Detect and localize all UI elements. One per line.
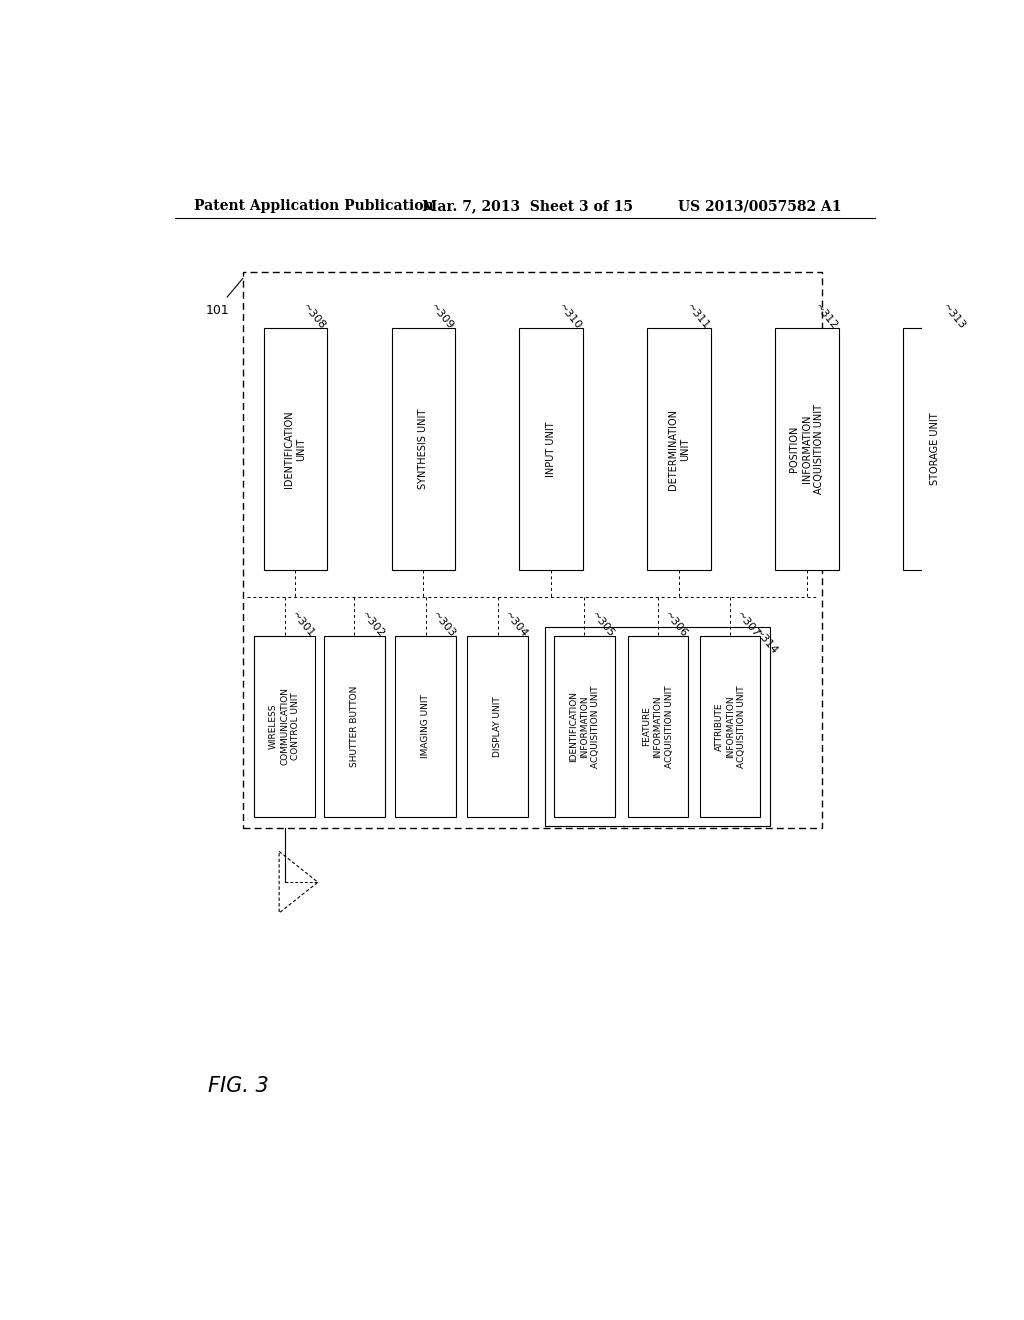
Text: ~301: ~301	[289, 610, 316, 640]
Text: IMAGING UNIT: IMAGING UNIT	[421, 694, 430, 758]
Text: SYNTHESIS UNIT: SYNTHESIS UNIT	[418, 409, 428, 490]
Bar	[903, 327, 967, 570]
Text: DETERMINATION
UNIT: DETERMINATION UNIT	[668, 409, 690, 490]
Text: 101: 101	[206, 305, 229, 317]
Bar	[700, 636, 761, 817]
Text: IDENTIFICATION
INFORMATION
ACQUISITION UNIT: IDENTIFICATION INFORMATION ACQUISITION U…	[569, 685, 600, 768]
Text: FIG. 3: FIG. 3	[208, 1076, 268, 1096]
Text: ~313: ~313	[940, 302, 968, 331]
Text: Mar. 7, 2013  Sheet 3 of 15: Mar. 7, 2013 Sheet 3 of 15	[423, 199, 634, 213]
Text: ATTRIBUTE
INFORMATION
ACQUISITION UNIT: ATTRIBUTE INFORMATION ACQUISITION UNIT	[715, 685, 745, 768]
Bar	[324, 636, 385, 817]
Text: ~314: ~314	[752, 627, 779, 657]
Text: ~308: ~308	[301, 302, 328, 331]
Text: ~309: ~309	[429, 302, 456, 331]
Bar	[628, 636, 688, 817]
Bar	[391, 327, 455, 570]
Text: ~310: ~310	[557, 302, 584, 331]
Bar	[647, 327, 711, 570]
Bar	[775, 327, 839, 570]
Text: US 2013/0057582 A1: US 2013/0057582 A1	[678, 199, 842, 213]
Bar	[254, 636, 314, 817]
Text: ~305: ~305	[589, 610, 616, 640]
Bar	[554, 636, 614, 817]
Text: Patent Application Publication: Patent Application Publication	[194, 199, 433, 213]
Bar	[395, 636, 456, 817]
Text: ~311: ~311	[684, 302, 712, 331]
Bar	[243, 272, 821, 829]
Bar	[519, 327, 583, 570]
Bar	[263, 327, 328, 570]
Text: IDENTIFICATION
UNIT: IDENTIFICATION UNIT	[285, 411, 306, 488]
Text: FEATURE
INFORMATION
ACQUISITION UNIT: FEATURE INFORMATION ACQUISITION UNIT	[642, 685, 674, 768]
Text: ~302: ~302	[359, 610, 386, 640]
Text: ~307: ~307	[735, 610, 762, 640]
Text: DISPLAY UNIT: DISPLAY UNIT	[494, 696, 502, 756]
Text: ~304: ~304	[503, 610, 529, 640]
Text: INPUT UNIT: INPUT UNIT	[546, 421, 556, 477]
Bar	[467, 636, 528, 817]
Text: ~312: ~312	[812, 302, 840, 331]
Text: WIRELESS
COMMUNICATION
CONTROL UNIT: WIRELESS COMMUNICATION CONTROL UNIT	[269, 688, 300, 766]
Text: ~306: ~306	[663, 610, 690, 640]
Text: POSITION
INFORMATION
ACQUISITION UNIT: POSITION INFORMATION ACQUISITION UNIT	[790, 404, 824, 494]
Text: ~303: ~303	[430, 610, 458, 640]
Text: STORAGE UNIT: STORAGE UNIT	[930, 413, 940, 486]
Text: SHUTTER BUTTON: SHUTTER BUTTON	[350, 685, 358, 767]
Bar	[545, 627, 770, 826]
